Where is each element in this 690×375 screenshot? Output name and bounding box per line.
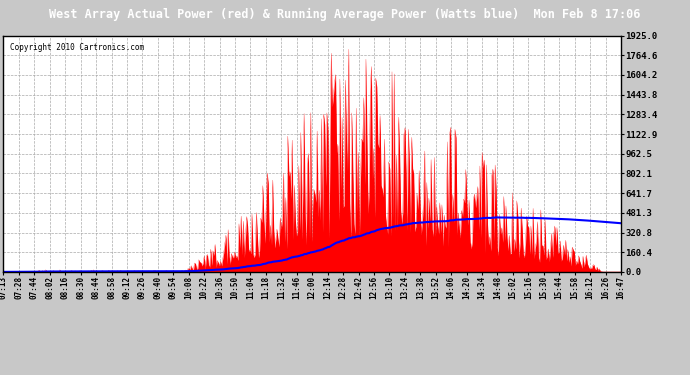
Text: Copyright 2010 Cartronics.com: Copyright 2010 Cartronics.com (10, 43, 144, 52)
Text: West Array Actual Power (red) & Running Average Power (Watts blue)  Mon Feb 8 17: West Array Actual Power (red) & Running … (49, 8, 641, 21)
